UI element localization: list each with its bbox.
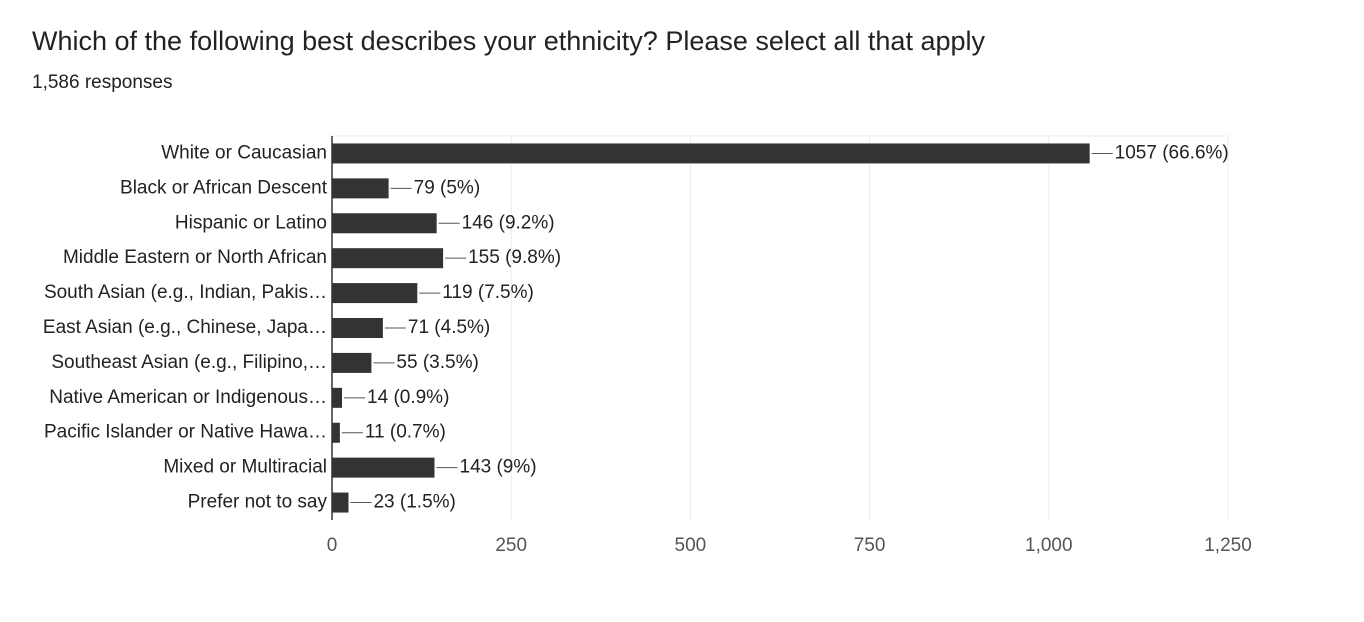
- y-tick-label: Pacific Islander or Native Hawa…: [44, 422, 327, 443]
- value-label: 14 (0.9%): [367, 387, 449, 408]
- y-tick-label: Mixed or Multiracial: [163, 457, 327, 478]
- bar: [332, 422, 340, 443]
- value-label: 79 (5%): [414, 177, 481, 198]
- bar: [332, 213, 437, 234]
- value-label: 55 (3.5%): [396, 352, 478, 373]
- bar: [332, 318, 383, 338]
- x-tick-label: 500: [675, 535, 707, 556]
- bar: [332, 457, 435, 478]
- value-label: 119 (7.5%): [442, 282, 534, 303]
- x-tick-label: 1,000: [1025, 535, 1073, 556]
- value-label: 23 (1.5%): [373, 492, 455, 513]
- y-tick-label: Native American or Indigenous…: [49, 387, 327, 408]
- value-label: 1057 (66.6%): [1115, 142, 1229, 163]
- y-tick-label: South Asian (e.g., Indian, Pakis…: [44, 282, 327, 303]
- x-tick-label: 1,250: [1204, 535, 1252, 556]
- y-tick-label: White or Caucasian: [161, 142, 327, 163]
- value-label: 146 (9.2%): [462, 212, 555, 233]
- chart-subtitle: 1,586 responses: [32, 72, 173, 93]
- value-label: 155 (9.8%): [468, 247, 561, 268]
- y-tick-label: Hispanic or Latino: [175, 212, 327, 233]
- chart-title: Which of the following best describes yo…: [32, 26, 986, 56]
- x-tick-label: 250: [495, 535, 527, 556]
- x-tick-label: 750: [854, 535, 886, 556]
- value-label: 11 (0.7%): [365, 422, 446, 443]
- bar: [332, 248, 444, 269]
- value-label: 143 (9%): [460, 457, 537, 478]
- y-tick-label: Black or African Descent: [120, 177, 328, 198]
- bar: [332, 352, 372, 373]
- bar: [332, 178, 389, 199]
- y-tick-label: Prefer not to say: [188, 492, 328, 513]
- y-tick-label: Middle Eastern or North African: [63, 247, 327, 268]
- bar: [332, 387, 343, 408]
- y-tick-label: Southeast Asian (e.g., Filipino,…: [51, 352, 327, 373]
- bar: [332, 492, 349, 513]
- value-label: 71 (4.5%): [408, 317, 490, 338]
- bar: [332, 143, 1090, 164]
- y-tick-label: East Asian (e.g., Chinese, Japa…: [43, 317, 327, 338]
- x-tick-label: 0: [327, 535, 338, 556]
- bar: [332, 283, 418, 304]
